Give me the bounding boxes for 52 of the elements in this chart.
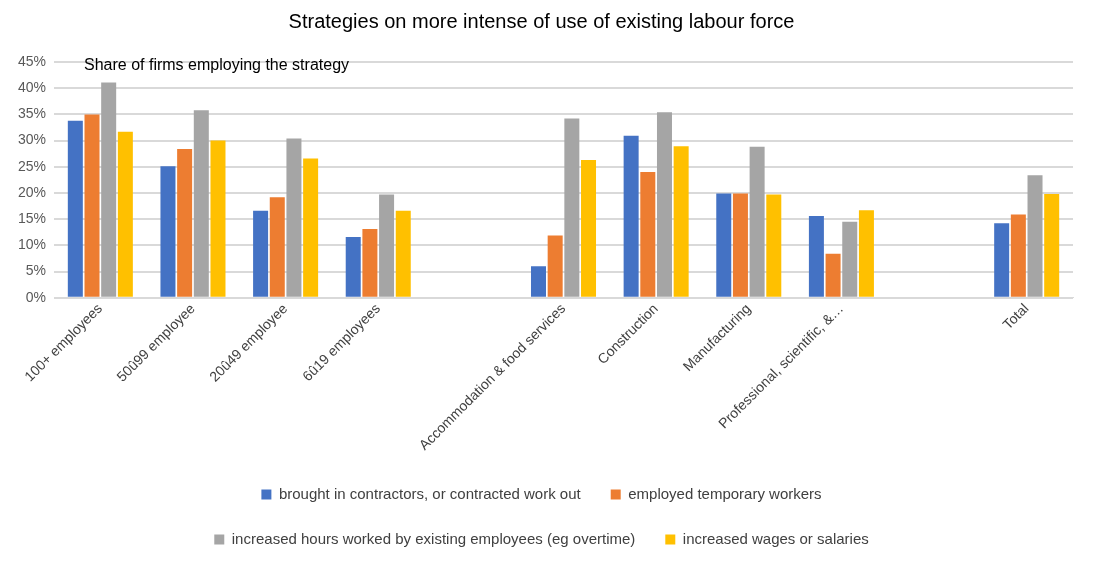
bar: [210, 140, 226, 297]
bar: [379, 194, 395, 297]
bar: [581, 159, 597, 297]
y-tick-label: 35%: [17, 105, 47, 122]
bar: [858, 210, 874, 297]
bar: [766, 194, 782, 297]
y-tick-label: 10%: [17, 236, 47, 253]
bar: [808, 216, 824, 297]
bar: [749, 146, 765, 297]
bar: [842, 221, 858, 297]
y-tick-label: 25%: [17, 157, 47, 174]
bar: [656, 112, 672, 297]
bar: [101, 82, 117, 297]
legend-label: increased hours worked by existing employees (eg overtime): [231, 529, 636, 547]
y-tick-label: 20%: [17, 183, 47, 200]
bar: [640, 172, 656, 297]
legend-label: employed temporary workers: [628, 484, 822, 502]
bar: [1010, 214, 1026, 297]
y-tick-label: 30%: [17, 131, 47, 148]
legend-label: increased wages or salaries: [682, 529, 869, 547]
y-tick-label: 0%: [25, 288, 47, 305]
bar: [193, 110, 209, 297]
bar: [67, 120, 83, 297]
y-tick-label: 5%: [25, 262, 47, 279]
bar: [673, 146, 689, 297]
bar: [395, 210, 411, 297]
bar: [564, 118, 580, 297]
bar: [716, 193, 732, 297]
bar: [825, 253, 841, 297]
bar: [117, 131, 133, 297]
bar: [303, 158, 319, 297]
bar: [269, 197, 285, 297]
bar: [623, 135, 639, 297]
bar: [177, 148, 193, 297]
bar: [531, 266, 546, 297]
bar: [253, 210, 269, 297]
bar: [1027, 175, 1043, 297]
bar: [84, 114, 100, 297]
bar: [345, 236, 361, 297]
y-tick-label: 15%: [17, 210, 47, 226]
bar: [1044, 194, 1060, 297]
legend-label: brought in contractors, or contracted work out: [278, 484, 582, 502]
chart-title: Strategies on more intense of use of existing labour force: [288, 9, 795, 32]
y-tick-label: 40%: [17, 79, 47, 96]
bar: [286, 138, 302, 297]
bar: [547, 235, 563, 297]
bar: [994, 223, 1010, 297]
y-tick-label: 45%: [17, 52, 47, 69]
bar: [160, 166, 176, 297]
bar: [732, 193, 748, 297]
bar: [362, 229, 378, 297]
annotation: Share of firms employing the strategy: [84, 56, 350, 74]
